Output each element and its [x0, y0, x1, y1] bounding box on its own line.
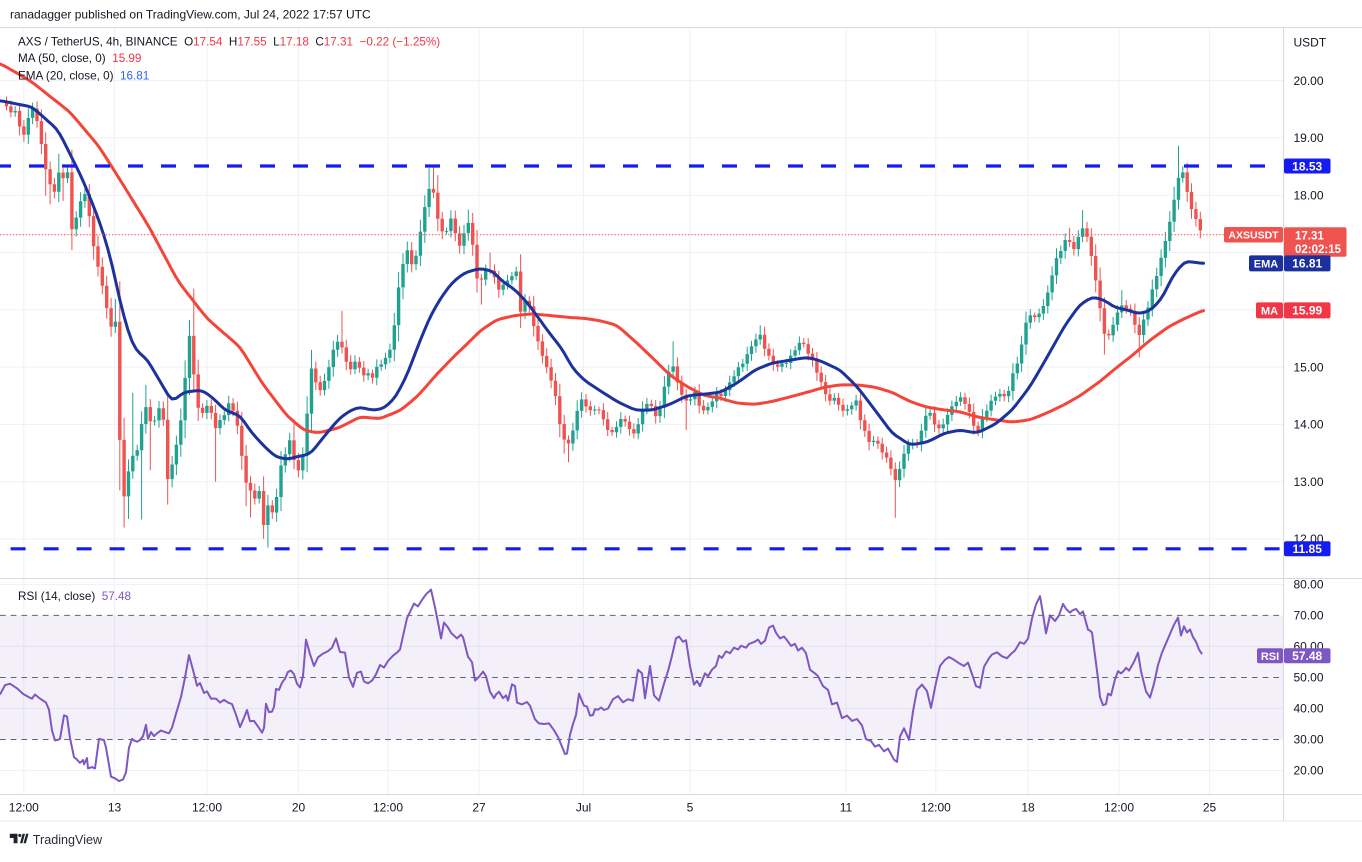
svg-text:11.85: 11.85 — [1293, 542, 1323, 556]
svg-text:13: 13 — [108, 801, 122, 815]
svg-text:12:00: 12:00 — [373, 801, 403, 815]
svg-text:50.00: 50.00 — [1294, 671, 1324, 685]
svg-text:12:00: 12:00 — [1104, 801, 1134, 815]
svg-text:12:00: 12:00 — [192, 801, 222, 815]
svg-text:12:00: 12:00 — [921, 801, 951, 815]
svg-text:17.31: 17.31 — [1295, 230, 1324, 242]
svg-text:14.00: 14.00 — [1294, 418, 1324, 432]
svg-text:18.53: 18.53 — [1292, 159, 1322, 173]
svg-text:16.81: 16.81 — [1292, 257, 1322, 271]
svg-text:19.00: 19.00 — [1294, 131, 1324, 145]
svg-text:RSI: RSI — [1261, 651, 1279, 663]
svg-text:57.48: 57.48 — [1292, 649, 1322, 663]
svg-text:18: 18 — [1021, 801, 1035, 815]
svg-text:70.00: 70.00 — [1294, 609, 1324, 623]
svg-text:15.00: 15.00 — [1294, 360, 1324, 374]
svg-text:80.00: 80.00 — [1294, 578, 1324, 592]
svg-text:40.00: 40.00 — [1294, 702, 1324, 716]
svg-text:Jul: Jul — [576, 801, 591, 815]
svg-text:02:02:15: 02:02:15 — [1295, 244, 1342, 256]
svg-text:MA: MA — [1261, 305, 1278, 317]
svg-text:20: 20 — [292, 801, 306, 815]
svg-text:EMA (20, close, 0) 16.81: EMA (20, close, 0) 16.81 — [18, 70, 149, 83]
svg-text:20.00: 20.00 — [1294, 764, 1324, 778]
svg-text:30.00: 30.00 — [1294, 733, 1324, 747]
svg-text:5: 5 — [687, 801, 694, 815]
svg-text:MA (50, close, 0) 15.99: MA (50, close, 0) 15.99 — [18, 52, 141, 65]
svg-text:AXS / TetherUS, 4h, BINANCE O: AXS / TetherUS, 4h, BINANCE O17.54 H17.5… — [18, 36, 440, 49]
svg-text:11: 11 — [840, 801, 853, 815]
svg-text:20.00: 20.00 — [1294, 74, 1324, 88]
svg-text:RSI (14, close) 57.48: RSI (14, close) 57.48 — [18, 590, 131, 603]
svg-text:AXSUSDT: AXSUSDT — [1228, 230, 1279, 242]
svg-text:USDT: USDT — [1294, 36, 1327, 50]
svg-text:27: 27 — [472, 801, 486, 815]
svg-text:25: 25 — [1203, 801, 1217, 815]
svg-text:13.00: 13.00 — [1294, 475, 1324, 489]
svg-text:TradingView: TradingView — [33, 833, 103, 847]
svg-text:18.00: 18.00 — [1294, 188, 1324, 202]
svg-text:EMA: EMA — [1254, 258, 1279, 270]
svg-text:15.99: 15.99 — [1292, 304, 1322, 318]
svg-text:12:00: 12:00 — [9, 801, 39, 815]
svg-text:ranadagger published on Tradin: ranadagger published on TradingView.com,… — [10, 8, 371, 22]
